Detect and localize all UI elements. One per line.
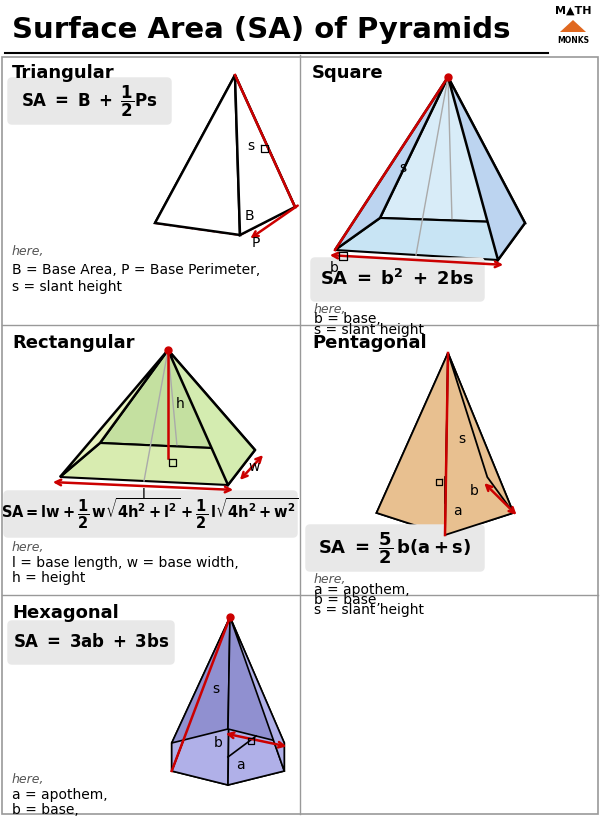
Polygon shape (155, 75, 235, 223)
Polygon shape (172, 617, 230, 743)
Text: $\mathbf{SA\ =\ \dfrac{5}{2}\,b(a + s)}$: $\mathbf{SA\ =\ \dfrac{5}{2}\,b(a + s)}$ (319, 530, 472, 565)
Polygon shape (155, 75, 240, 235)
Text: here,: here, (12, 246, 44, 259)
FancyBboxPatch shape (306, 525, 484, 571)
Text: a = apothem,: a = apothem, (12, 788, 107, 802)
Polygon shape (60, 350, 168, 477)
Text: l: l (142, 488, 146, 502)
Polygon shape (335, 77, 448, 250)
Polygon shape (448, 353, 514, 513)
Polygon shape (377, 353, 448, 535)
Text: Square: Square (312, 64, 383, 82)
Text: $\mathbf{SA\ =\ 3ab\ +\ 3bs}$: $\mathbf{SA\ =\ 3ab\ +\ 3bs}$ (13, 633, 169, 651)
Text: b = base,: b = base, (314, 312, 381, 326)
Polygon shape (210, 75, 295, 207)
Text: b: b (469, 484, 478, 498)
Polygon shape (403, 353, 487, 477)
Text: M▲TH: M▲TH (555, 6, 591, 16)
Text: P: P (252, 236, 260, 250)
Text: $\mathbf{SA\ =\ b^2\ +\ 2bs}$: $\mathbf{SA\ =\ b^2\ +\ 2bs}$ (320, 269, 474, 289)
Text: s: s (399, 161, 406, 175)
Text: s: s (458, 432, 465, 446)
Text: h: h (176, 397, 185, 411)
Text: here,: here, (12, 774, 44, 787)
Text: Pentagonal: Pentagonal (312, 334, 427, 352)
Polygon shape (377, 477, 514, 535)
Text: b: b (330, 261, 339, 275)
Text: MONKS: MONKS (557, 36, 589, 45)
Text: here,: here, (12, 540, 44, 553)
Text: w: w (248, 460, 259, 474)
Text: a: a (453, 504, 461, 518)
Polygon shape (235, 75, 295, 235)
Text: Rectangular: Rectangular (12, 334, 134, 352)
Text: here,: here, (314, 574, 347, 587)
Text: b: b (214, 736, 223, 750)
Text: a: a (236, 758, 245, 772)
Text: h = height: h = height (12, 571, 85, 585)
Text: s = slant height: s = slant height (314, 323, 424, 337)
Polygon shape (560, 20, 586, 32)
Text: s = slant height: s = slant height (314, 603, 424, 617)
Text: $\mathbf{SA = lw + \dfrac{1}{2}\,w\sqrt{4h^2+l^2} + \dfrac{1}{2}\,l\sqrt{4h^2+w^: $\mathbf{SA = lw + \dfrac{1}{2}\,w\sqrt{… (1, 497, 299, 531)
FancyBboxPatch shape (4, 491, 297, 537)
Text: b = base,: b = base, (12, 803, 79, 816)
Polygon shape (448, 77, 525, 260)
Text: here,: here, (314, 304, 347, 317)
Polygon shape (445, 353, 514, 535)
Text: Surface Area (SA) of Pyramids: Surface Area (SA) of Pyramids (12, 16, 511, 43)
Polygon shape (380, 77, 525, 223)
Text: $\mathbf{SA\ =\ B\ +\ \dfrac{1}{2}Ps}$: $\mathbf{SA\ =\ B\ +\ \dfrac{1}{2}Ps}$ (20, 83, 157, 118)
Polygon shape (377, 353, 448, 513)
FancyBboxPatch shape (311, 258, 484, 301)
Polygon shape (155, 200, 295, 235)
Polygon shape (228, 617, 284, 743)
Polygon shape (100, 350, 255, 450)
Text: a = apothem,: a = apothem, (314, 583, 410, 597)
FancyBboxPatch shape (8, 621, 174, 664)
Text: s: s (247, 139, 254, 153)
Text: Triangular: Triangular (12, 64, 115, 82)
Polygon shape (335, 218, 525, 260)
FancyBboxPatch shape (8, 78, 171, 124)
Text: B: B (245, 209, 254, 223)
Polygon shape (228, 617, 284, 785)
Polygon shape (172, 617, 230, 785)
Text: b = base,: b = base, (314, 593, 381, 607)
Text: B = Base Area, P = Base Perimeter,: B = Base Area, P = Base Perimeter, (12, 263, 260, 277)
Polygon shape (230, 617, 284, 771)
Polygon shape (172, 729, 284, 785)
Text: Hexagonal: Hexagonal (12, 604, 119, 622)
Polygon shape (60, 443, 255, 485)
Polygon shape (168, 350, 255, 485)
Text: s = slant height: s = slant height (12, 280, 122, 294)
Text: s: s (212, 682, 219, 696)
Text: l = base length, w = base width,: l = base length, w = base width, (12, 556, 239, 570)
Polygon shape (172, 617, 230, 771)
